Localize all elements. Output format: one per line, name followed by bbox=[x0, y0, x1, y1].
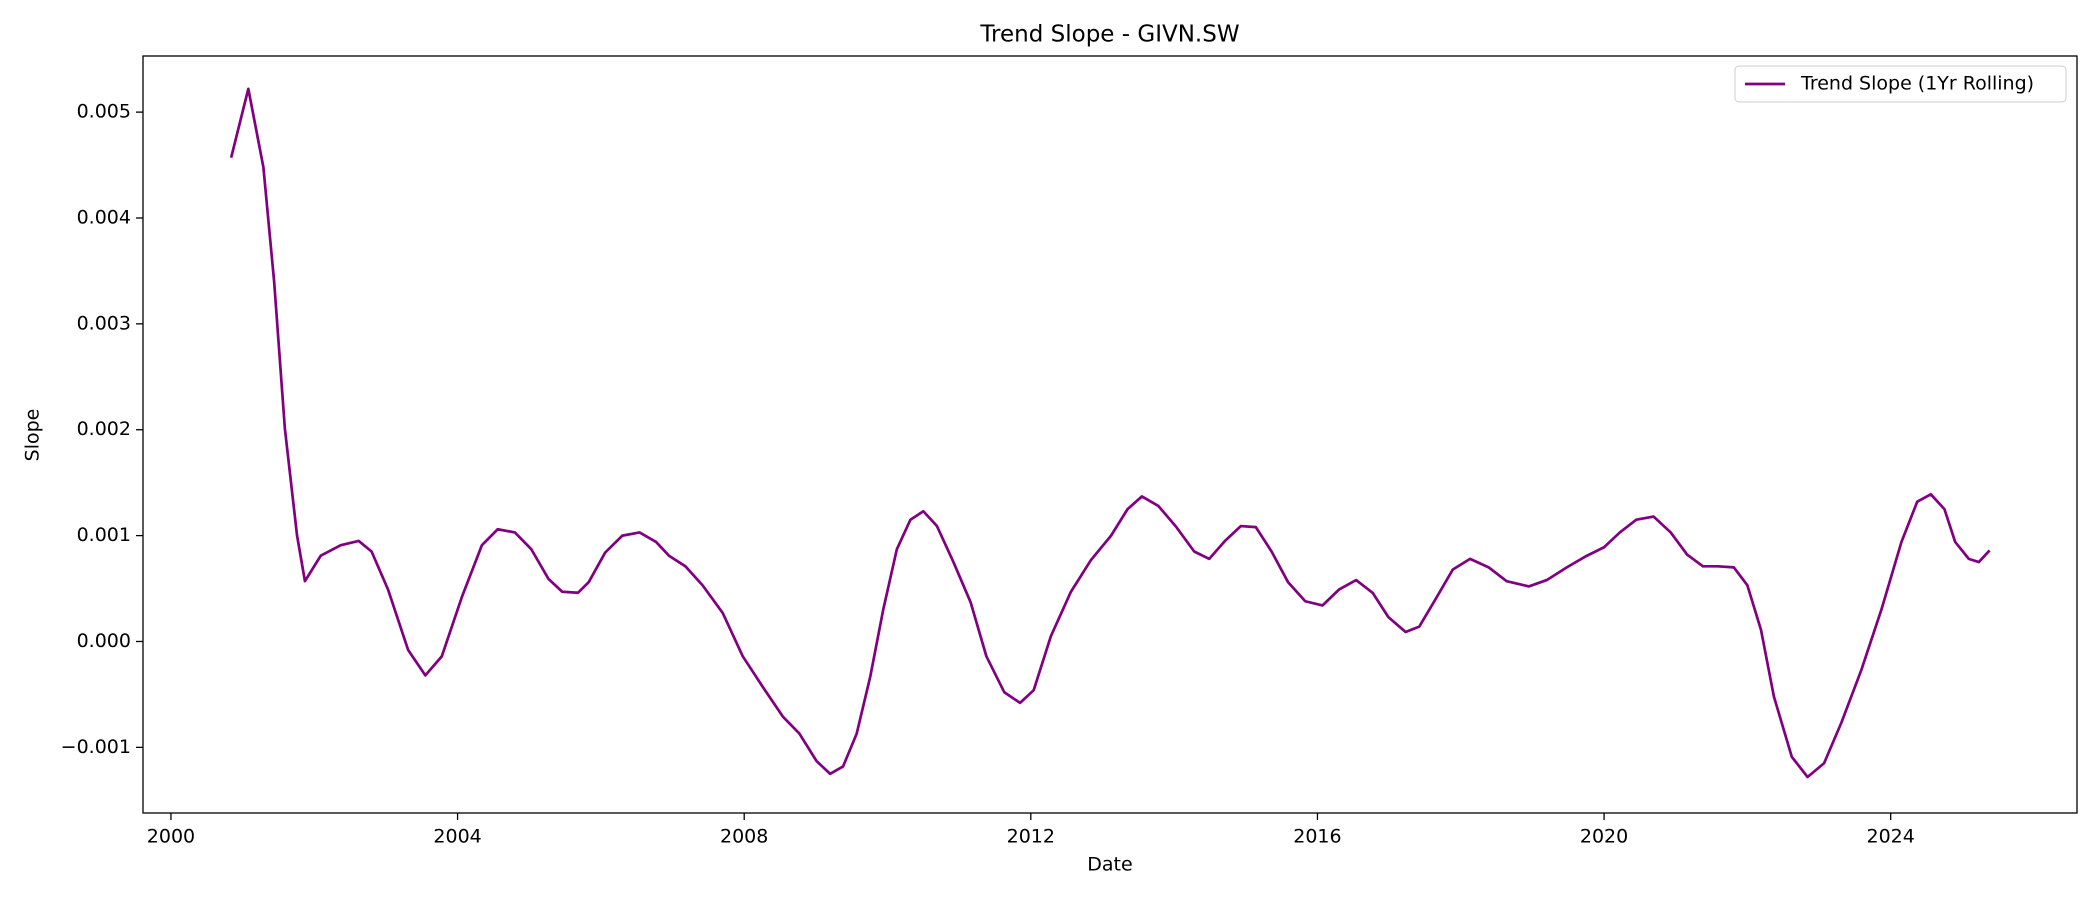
x-tick-label: 2008 bbox=[720, 826, 768, 848]
x-axis-label: Date bbox=[1087, 854, 1132, 876]
x-tick-label: 2020 bbox=[1580, 826, 1628, 848]
y-tick-label: 0.000 bbox=[77, 630, 131, 652]
legend-label: Trend Slope (1Yr Rolling) bbox=[1800, 73, 2034, 95]
y-tick-label: 0.005 bbox=[77, 101, 131, 123]
x-tick-label: 2016 bbox=[1293, 826, 1341, 848]
x-tick-label: 2004 bbox=[433, 826, 481, 848]
y-tick-label: 0.001 bbox=[77, 524, 131, 546]
y-tick-label: −0.001 bbox=[61, 736, 131, 758]
plot-frame bbox=[142, 55, 2078, 814]
data-line bbox=[229, 87, 1991, 779]
y-tick-label: 0.004 bbox=[77, 206, 131, 228]
y-tick-label: 0.002 bbox=[77, 418, 131, 440]
x-tick-label: 2012 bbox=[1007, 826, 1055, 848]
y-axis-label: Slope bbox=[22, 409, 44, 462]
x-tick-label: 2024 bbox=[1867, 826, 1915, 848]
legend-box bbox=[1734, 65, 2067, 103]
x-tick-label: 2000 bbox=[147, 826, 195, 848]
y-tick-label: 0.003 bbox=[77, 312, 131, 334]
chart-title: Trend Slope - GIVN.SW bbox=[979, 22, 1239, 48]
